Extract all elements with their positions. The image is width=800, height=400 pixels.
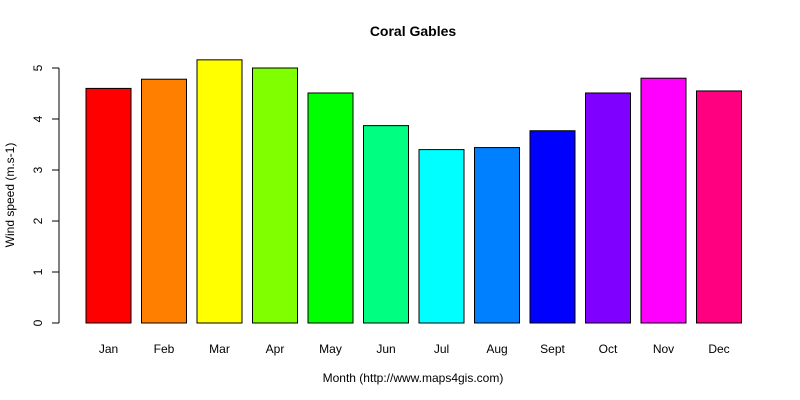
x-tick-label: Mar [209, 342, 230, 356]
bar-aug [474, 147, 520, 324]
y-axis: 0 1 2 3 4 5 [31, 64, 60, 326]
x-tick-label: Sept [540, 342, 565, 356]
x-tick-label: Dec [708, 342, 729, 356]
bar-sept [529, 130, 576, 324]
x-tick-label: May [319, 342, 342, 356]
bar-oct [585, 92, 631, 324]
chart-title: Coral Gables [370, 23, 457, 39]
x-tick-label: Oct [599, 342, 618, 356]
bar-may [307, 92, 354, 324]
x-tick-labels: Jan Feb Mar Apr May Jun Jul Aug Sept Oct Nov Dec [99, 342, 730, 356]
x-tick-label: Jul [434, 342, 449, 356]
x-axis-label: Month (http://www.maps4gis.com) [323, 371, 504, 385]
bars-group [85, 59, 742, 324]
bar-feb [141, 78, 187, 324]
x-tick-label: Aug [486, 342, 507, 356]
bar-jul [418, 149, 465, 324]
y-tick-label: 5 [31, 64, 45, 71]
x-tick-label: Jan [99, 342, 118, 356]
x-tick-label: Nov [653, 342, 674, 356]
bar-jan [85, 87, 132, 324]
y-tick-label: 2 [31, 217, 45, 224]
x-tick-label: Jun [376, 342, 395, 356]
x-tick-label: Apr [266, 342, 285, 356]
x-tick-label: Feb [154, 342, 175, 356]
bar-apr [252, 67, 298, 324]
bar-mar [196, 59, 243, 324]
bar-dec [696, 90, 742, 324]
bar-nov [640, 77, 687, 324]
y-tick-label: 3 [31, 166, 45, 173]
y-tick-label: 1 [31, 268, 45, 275]
y-tick-label: 0 [31, 319, 45, 326]
bar-jun [363, 125, 409, 324]
y-tick-label: 4 [31, 115, 45, 122]
y-axis-label: Wind speed (m.s-1) [3, 143, 17, 248]
